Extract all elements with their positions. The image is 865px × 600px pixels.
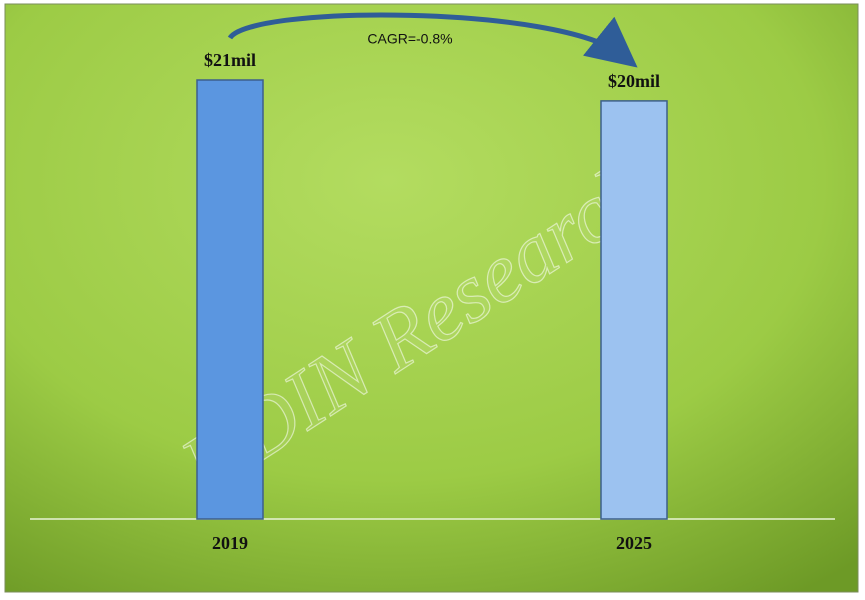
value-label: $20mil: [608, 71, 660, 91]
cagr-arrow: [227, 12, 638, 68]
bar: [196, 79, 264, 520]
bar: [600, 100, 668, 520]
chart-background: [4, 3, 859, 593]
x-tick-label: 2025: [616, 533, 652, 553]
x-tick-label: 2019: [212, 533, 248, 553]
annotation: CAGR=-0.8%: [367, 31, 452, 47]
value-label: $21mil: [204, 50, 256, 70]
